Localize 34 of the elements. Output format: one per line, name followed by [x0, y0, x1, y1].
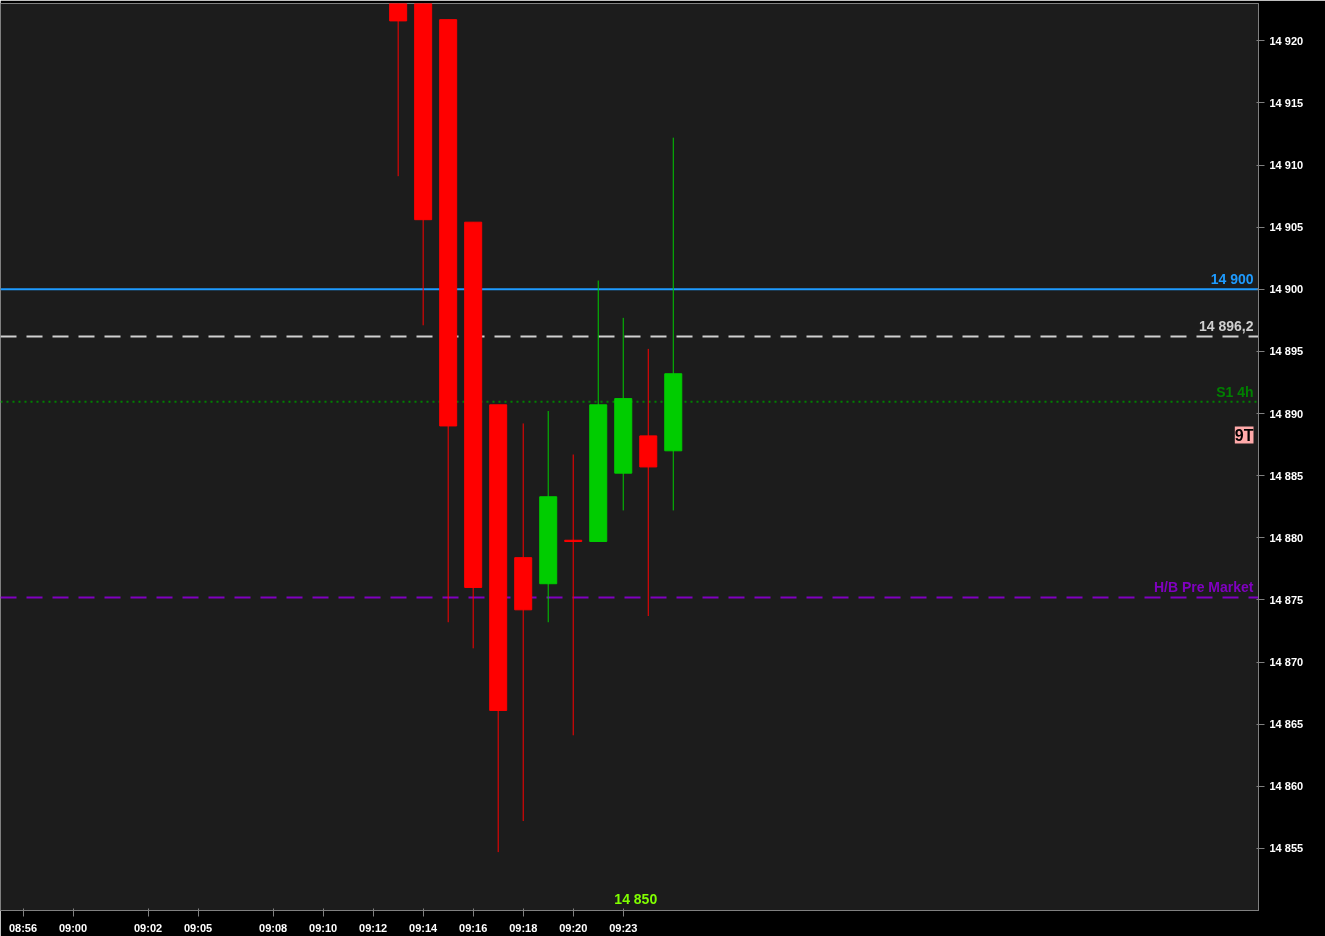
ref-line-label: S1 4h [1216, 383, 1254, 400]
y-tick-label: 14 920 [1269, 34, 1304, 47]
candlestick [389, 3, 408, 177]
annotation: 9T [1234, 426, 1254, 444]
y-tick-label: 14 885 [1269, 469, 1304, 482]
y-tick-label: 14 915 [1269, 96, 1304, 109]
y-tick-label: 14 890 [1269, 407, 1304, 420]
y-tick-label: 14 910 [1269, 159, 1304, 172]
x-tick-label: 09:12 [359, 921, 388, 934]
y-tick-label: 14 855 [1269, 842, 1304, 855]
x-tick-label: 09:18 [509, 921, 538, 934]
x-tick-label: 09:00 [58, 921, 88, 934]
y-tick-label: 14 875 [1269, 593, 1304, 606]
y-tick-label: 14 880 [1269, 531, 1304, 544]
y-tick-label: 14 870 [1269, 656, 1304, 669]
x-tick-label: 09:08 [259, 921, 288, 934]
x-tick-label: 09:10 [309, 921, 338, 934]
ref-line-label: 14 900 [1210, 271, 1254, 288]
annotation: 14 850 [614, 890, 658, 907]
x-tick-label: 09:20 [559, 921, 588, 934]
x-tick-label: 09:02 [133, 921, 163, 934]
y-tick-label: 14 895 [1269, 345, 1304, 358]
x-tick-label: 09:14 [409, 921, 439, 934]
ref-line-label: H/B Pre Market [1153, 579, 1254, 596]
y-tick-label: 14 860 [1269, 780, 1304, 793]
y-tick-label: 14 865 [1269, 718, 1304, 731]
x-tick-label: 09:23 [609, 921, 638, 934]
y-tick-label: 14 900 [1269, 283, 1304, 296]
x-tick-label: 09:05 [184, 921, 213, 934]
x-tick-label: 09:16 [459, 921, 488, 934]
ref-line-label: 14 896,2 [1199, 318, 1254, 335]
x-tick-label: 08:56 [8, 921, 38, 934]
y-tick-label: 14 905 [1269, 221, 1304, 234]
candlestick [564, 454, 583, 736]
